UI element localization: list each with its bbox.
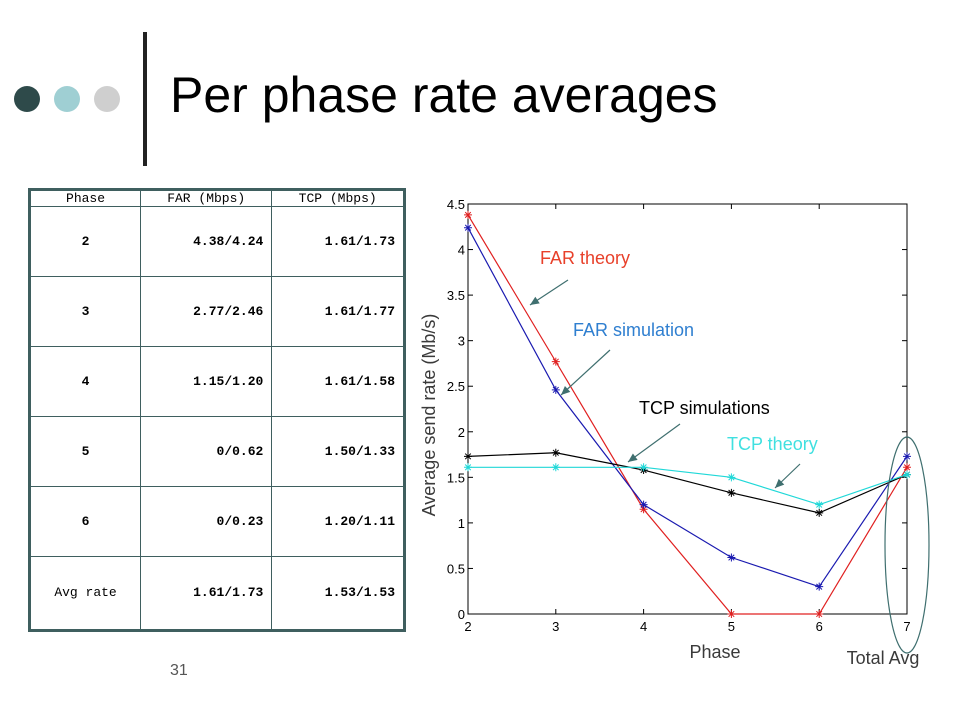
series-line bbox=[467, 214, 908, 615]
y-axis-label: Average send rate (Mb/s) bbox=[419, 314, 439, 517]
data-point-marker bbox=[727, 610, 736, 618]
y-tick-label: 2.5 bbox=[447, 379, 465, 394]
page-number: 31 bbox=[170, 662, 188, 679]
data-point-marker bbox=[727, 473, 736, 482]
data-point-marker bbox=[903, 452, 911, 461]
data-point-marker bbox=[815, 508, 824, 517]
y-tick-label: 1.5 bbox=[447, 470, 465, 485]
decorative-dots bbox=[14, 86, 124, 114]
data-point-marker bbox=[464, 463, 472, 472]
table-row: 4 1.15/1.20 1.61/1.58 bbox=[28, 345, 405, 417]
data-point-marker bbox=[639, 500, 648, 509]
data-point-marker bbox=[815, 610, 824, 618]
y-tick-label: 3.5 bbox=[447, 288, 465, 303]
table-row: Avg rate 1.61/1.73 1.53/1.53 bbox=[28, 555, 405, 632]
table-cell: 0/0.62 bbox=[140, 415, 273, 487]
table-row: 6 0/0.23 1.20/1.11 bbox=[28, 485, 405, 557]
table-cell: 4.38/4.24 bbox=[140, 206, 273, 277]
series-label-arrow bbox=[560, 349, 611, 396]
series-label-arrow bbox=[627, 423, 681, 463]
table-cell: 1.61/1.77 bbox=[271, 275, 405, 347]
arrowhead bbox=[628, 453, 638, 462]
dot-gray bbox=[94, 86, 120, 112]
x-axis-label: Phase bbox=[689, 642, 740, 662]
table-cell: 1.50/1.33 bbox=[271, 415, 405, 487]
data-point-marker bbox=[464, 223, 472, 232]
arrowhead bbox=[775, 478, 785, 488]
table-cell: 2.77/2.46 bbox=[140, 275, 273, 347]
data-point-marker bbox=[639, 505, 648, 514]
y-tick-label: 1 bbox=[458, 516, 465, 531]
x-tick-label: 5 bbox=[728, 619, 735, 634]
table-cell: 2 bbox=[28, 206, 142, 277]
x-tick-label: 2 bbox=[464, 619, 471, 634]
table-row: 3 2.77/2.46 1.61/1.77 bbox=[28, 275, 405, 347]
data-point-marker bbox=[903, 463, 911, 472]
table-cell: Avg rate bbox=[28, 555, 142, 632]
table-cell: 1.53/1.53 bbox=[271, 555, 405, 632]
table-header-row: Phase FAR (Mbps) TCP (Mbps) bbox=[28, 189, 405, 207]
dot-teal bbox=[54, 86, 80, 112]
data-point-marker bbox=[815, 500, 824, 509]
data-point-marker bbox=[551, 357, 560, 366]
data-point-marker bbox=[903, 470, 911, 479]
y-tick-label: 0 bbox=[458, 607, 465, 622]
series-label: TCP simulations bbox=[639, 398, 770, 418]
table-header: Phase bbox=[28, 189, 142, 207]
data-point-marker bbox=[551, 448, 560, 457]
table-header: FAR (Mbps) bbox=[140, 189, 273, 207]
y-tick-label: 2 bbox=[458, 425, 465, 440]
y-tick-label: 4 bbox=[458, 243, 465, 258]
table-cell: 4 bbox=[28, 345, 142, 417]
plot-frame bbox=[467, 203, 908, 615]
data-point-marker bbox=[464, 210, 472, 219]
total-avg-highlight bbox=[884, 436, 930, 654]
data-point-marker bbox=[551, 385, 560, 394]
y-tick-label: 0.5 bbox=[447, 561, 465, 576]
slide-title: Per phase rate averages bbox=[170, 67, 718, 123]
series-line bbox=[467, 227, 908, 588]
table-cell: 1.61/1.73 bbox=[140, 555, 273, 632]
x-tick-label: 3 bbox=[552, 619, 559, 634]
x-tick-label: 6 bbox=[816, 619, 823, 634]
data-point-marker bbox=[727, 553, 736, 562]
data-point-marker bbox=[551, 463, 560, 472]
data-point-marker bbox=[815, 582, 824, 591]
series-line bbox=[467, 452, 908, 514]
y-tick-label: 4.5 bbox=[447, 197, 465, 212]
arrowhead bbox=[561, 385, 571, 395]
series-line bbox=[468, 466, 908, 506]
data-point-marker bbox=[639, 463, 648, 472]
arrowhead bbox=[530, 296, 540, 305]
data-point-marker bbox=[464, 452, 472, 461]
series-label: FAR simulation bbox=[573, 320, 694, 340]
table-row: 2 4.38/4.24 1.61/1.73 bbox=[28, 206, 405, 277]
series-label: TCP theory bbox=[727, 434, 818, 454]
y-tick-label: 3 bbox=[458, 334, 465, 349]
table-header: TCP (Mbps) bbox=[271, 189, 405, 207]
dot-dark bbox=[14, 86, 40, 112]
series-label: FAR theory bbox=[540, 248, 630, 268]
rate-table: Phase FAR (Mbps) TCP (Mbps) 2 4.38/4.24 … bbox=[28, 188, 406, 632]
x-tick-label: 7 bbox=[903, 619, 910, 634]
title-divider bbox=[143, 32, 147, 166]
table-row: 5 0/0.62 1.50/1.33 bbox=[28, 415, 405, 487]
table-cell: 1.20/1.11 bbox=[271, 485, 405, 557]
table-cell: 1.15/1.20 bbox=[140, 345, 273, 417]
x-tick-label: 4 bbox=[640, 619, 647, 634]
table-cell: 5 bbox=[28, 415, 142, 487]
total-avg-label: Total Avg bbox=[847, 648, 920, 668]
table-cell: 0/0.23 bbox=[140, 485, 273, 557]
data-point-marker bbox=[727, 488, 736, 497]
